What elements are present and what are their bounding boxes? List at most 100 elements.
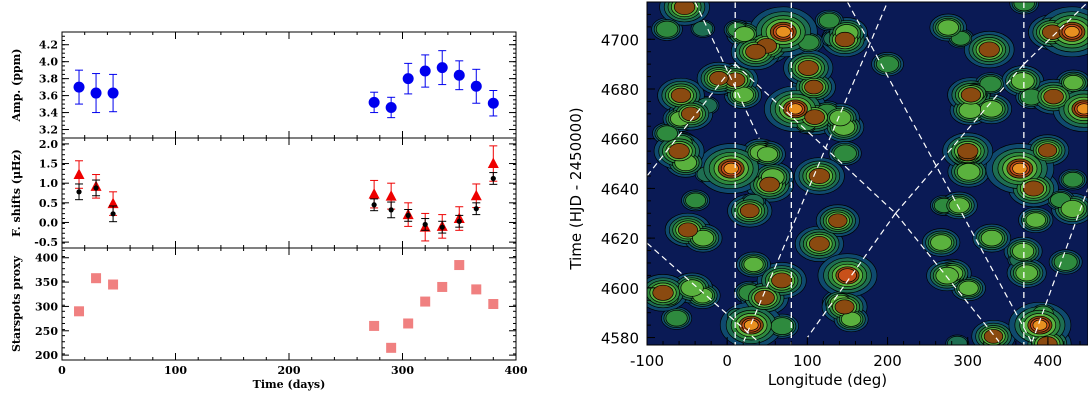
data-point-dot — [371, 202, 377, 208]
y-tick-label: 2.0 — [39, 138, 58, 151]
contour-blob — [656, 125, 678, 142]
data-point-triangle — [385, 190, 397, 201]
contour-blob — [1025, 212, 1046, 228]
contour-blob — [670, 87, 692, 104]
y-tick-label: 400 — [35, 252, 58, 265]
data-point-circle — [402, 73, 414, 85]
data-point-circle — [487, 97, 499, 109]
diagonal-dashed-line — [734, 63, 896, 214]
diagonal-dashed-line — [742, 2, 889, 343]
contour-blob — [1010, 72, 1035, 90]
contour-blob — [770, 317, 795, 335]
data-point-triangle — [470, 189, 482, 201]
data-point-triangle — [487, 157, 499, 169]
y-tick-label: 4700 — [601, 31, 639, 49]
x-tick-label: 100 — [164, 364, 187, 377]
x-tick-label: 0 — [58, 364, 66, 377]
contour-blob — [804, 79, 824, 95]
y-tick-label: -0.5 — [34, 236, 58, 249]
contour-blob — [875, 55, 900, 73]
diagonal-dashed-line — [806, 212, 897, 338]
contour-blob — [1076, 103, 1088, 115]
contour-blob — [733, 26, 755, 42]
data-point-square — [386, 342, 397, 353]
contour-blob — [756, 146, 778, 163]
y-tick-label: 200 — [35, 349, 58, 362]
x-tick-label: 100 — [793, 352, 822, 370]
y-tick-label: 4620 — [601, 230, 639, 248]
data-point-circle — [436, 62, 448, 74]
contour-blob — [709, 71, 729, 86]
y-axis-label: F. shifts (μHz) — [10, 149, 23, 237]
contour-blob — [681, 106, 701, 122]
contour-blob — [759, 176, 780, 193]
data-point-square — [74, 306, 85, 317]
contour-blob — [665, 309, 688, 327]
contour-blob — [1043, 88, 1064, 105]
y-tick-label: 3.2 — [39, 124, 58, 137]
contour-blob — [1062, 171, 1084, 188]
longitude-time-contour-map: -100 0 100 200 300 400 4580 4600 4620 4640 4660 468… — [567, 1, 1088, 389]
data-point-square — [488, 299, 499, 309]
y-tick-label: 4580 — [601, 330, 639, 348]
diagonal-dashed-line — [1031, 188, 1088, 343]
contour-blob — [692, 229, 715, 247]
y-tick-label: 4680 — [601, 81, 639, 99]
data-point-circle — [73, 81, 85, 93]
contour-blob — [818, 12, 840, 29]
contour-blob — [685, 192, 707, 209]
y-tick-label: 4.0 — [39, 56, 58, 69]
contour-blob — [956, 163, 981, 181]
contour-blob — [788, 103, 803, 115]
contour-blob — [673, 2, 696, 15]
data-point-triangle — [73, 168, 85, 180]
data-point-square — [91, 273, 102, 284]
y-axis-label: Time (HJD - 2450000) — [567, 107, 585, 270]
contour-blob — [960, 87, 982, 103]
y-tick-label: 3.4 — [39, 107, 58, 120]
data-point-circle — [385, 101, 397, 113]
contour-blob — [980, 229, 1003, 247]
data-point-circle — [453, 69, 465, 81]
data-point-circle — [368, 96, 380, 108]
map-frame — [646, 1, 1088, 346]
diagonal-dashed-line — [647, 63, 736, 177]
contour-blob — [808, 236, 830, 252]
contour-blob — [1053, 253, 1078, 271]
y-tick-label: 3.8 — [39, 73, 58, 86]
multi-panel-time-series-figure: 3.2 3.4 3.6 3.8 4.0 4.2 Amp. (ppm) -0.5 0.0 0.5 1.… — [10, 31, 528, 391]
contour-blob — [745, 43, 767, 60]
contour-blob — [743, 319, 759, 331]
data-point-square — [369, 320, 380, 331]
plot-frame — [61, 31, 517, 139]
contour-blob — [775, 26, 791, 38]
y-tick-label: 0.0 — [39, 216, 58, 229]
x-tick-label: 0 — [722, 352, 732, 370]
contour-blob — [958, 101, 982, 119]
contour-field — [647, 2, 1088, 345]
data-point-dot — [93, 185, 99, 191]
x-axis-label: Longitude (deg) — [768, 371, 887, 389]
contour-blob — [979, 75, 1002, 93]
contour-blob — [1022, 180, 1045, 197]
data-point-dot — [439, 224, 445, 230]
contour-blob — [1012, 162, 1028, 175]
contour-blob — [1037, 336, 1058, 345]
data-point-circle — [90, 87, 102, 99]
y-tick-label: 4660 — [601, 131, 639, 149]
plot-frame — [61, 247, 517, 361]
contour-blob — [935, 266, 959, 285]
panel-amplitude: 3.2 3.4 3.6 3.8 4.0 4.2 Amp. (ppm) — [10, 31, 517, 139]
contour-blob — [957, 143, 979, 160]
data-point-square — [471, 284, 482, 295]
contour-blob — [1060, 200, 1085, 218]
contour-blob — [771, 272, 793, 289]
contour-blob — [1063, 75, 1084, 91]
y-axis-label: Amp. (ppm) — [10, 49, 23, 123]
data-point-triangle — [368, 188, 380, 199]
contour-blob — [828, 213, 848, 228]
data-point-dot — [456, 218, 462, 224]
contour-blob — [692, 20, 714, 37]
contour-blob — [838, 268, 857, 283]
contour-blob — [834, 31, 856, 48]
